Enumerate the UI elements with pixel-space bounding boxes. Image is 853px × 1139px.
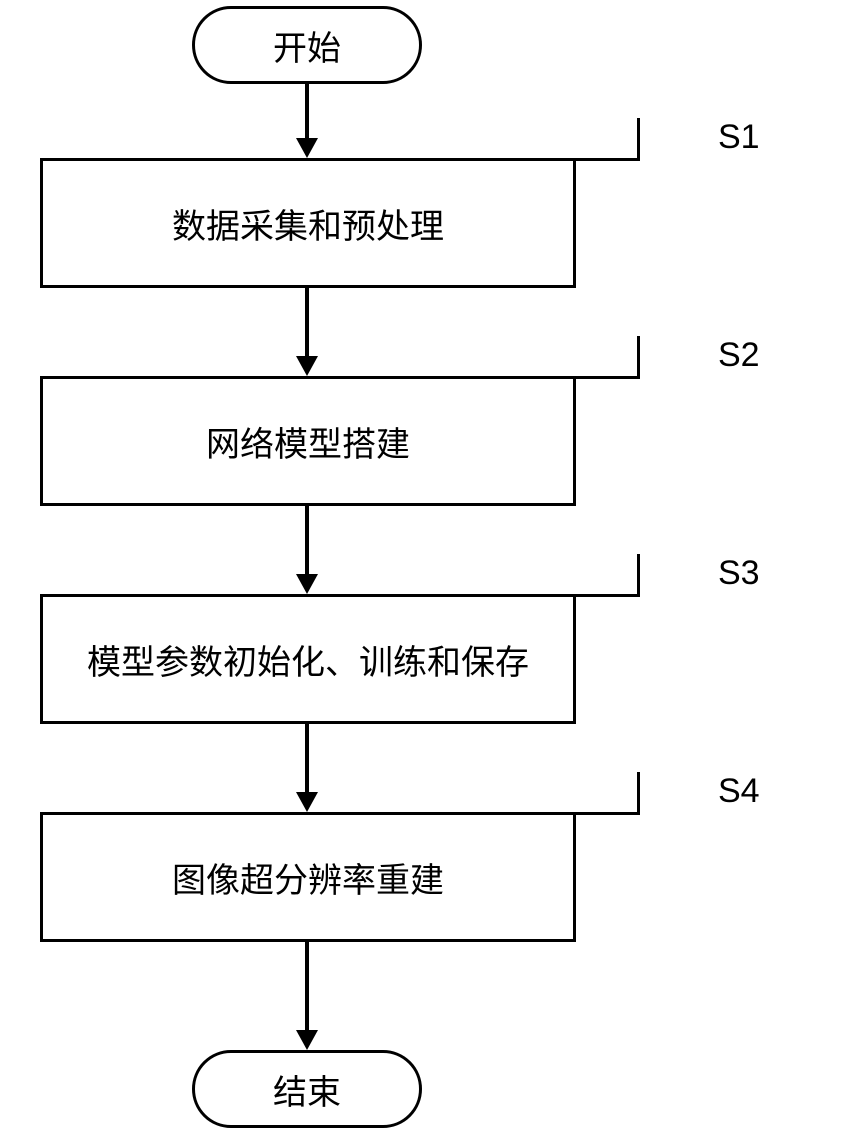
arrow-line-1 (305, 288, 309, 356)
arrow-head-2 (296, 574, 318, 594)
step-label-S4: S4 (718, 772, 760, 811)
step-text-S4: 图像超分辨率重建 (172, 853, 444, 902)
arrow-head-1 (296, 356, 318, 376)
step-text-S1: 数据采集和预处理 (172, 199, 444, 248)
arrow-line-0 (305, 84, 309, 138)
start-terminator-text: 开始 (273, 21, 341, 70)
step-label-S1: S1 (718, 118, 760, 157)
step-box-S1: 数据采集和预处理 (40, 158, 576, 288)
step-tab-v-S1 (637, 118, 640, 161)
step-tab-v-S3 (637, 554, 640, 597)
step-text-S2: 网络模型搭建 (206, 417, 410, 466)
step-tab-v-S4 (637, 772, 640, 815)
end-terminator-text: 结束 (273, 1065, 341, 1114)
step-tab-h-S3 (573, 594, 640, 597)
arrow-head-3 (296, 792, 318, 812)
step-box-S3: 模型参数初始化、训练和保存 (40, 594, 576, 724)
start-terminator: 开始 (192, 6, 422, 84)
step-tab-v-S2 (637, 336, 640, 379)
arrow-line-2 (305, 506, 309, 574)
step-box-S2: 网络模型搭建 (40, 376, 576, 506)
arrow-head-4 (296, 1030, 318, 1050)
arrow-line-3 (305, 724, 309, 792)
step-tab-h-S1 (573, 158, 640, 161)
step-tab-h-S2 (573, 376, 640, 379)
step-label-S3: S3 (718, 554, 760, 593)
step-label-S2: S2 (718, 336, 760, 375)
step-box-S4: 图像超分辨率重建 (40, 812, 576, 942)
step-text-S3: 模型参数初始化、训练和保存 (87, 635, 529, 684)
flowchart-canvas: 开始结束 数据采集和预处理网络模型搭建模型参数初始化、训练和保存图像超分辨率重建 S… (0, 0, 853, 1139)
end-terminator: 结束 (192, 1050, 422, 1128)
arrow-line-4 (305, 942, 309, 1030)
arrow-head-0 (296, 138, 318, 158)
step-tab-h-S4 (573, 812, 640, 815)
